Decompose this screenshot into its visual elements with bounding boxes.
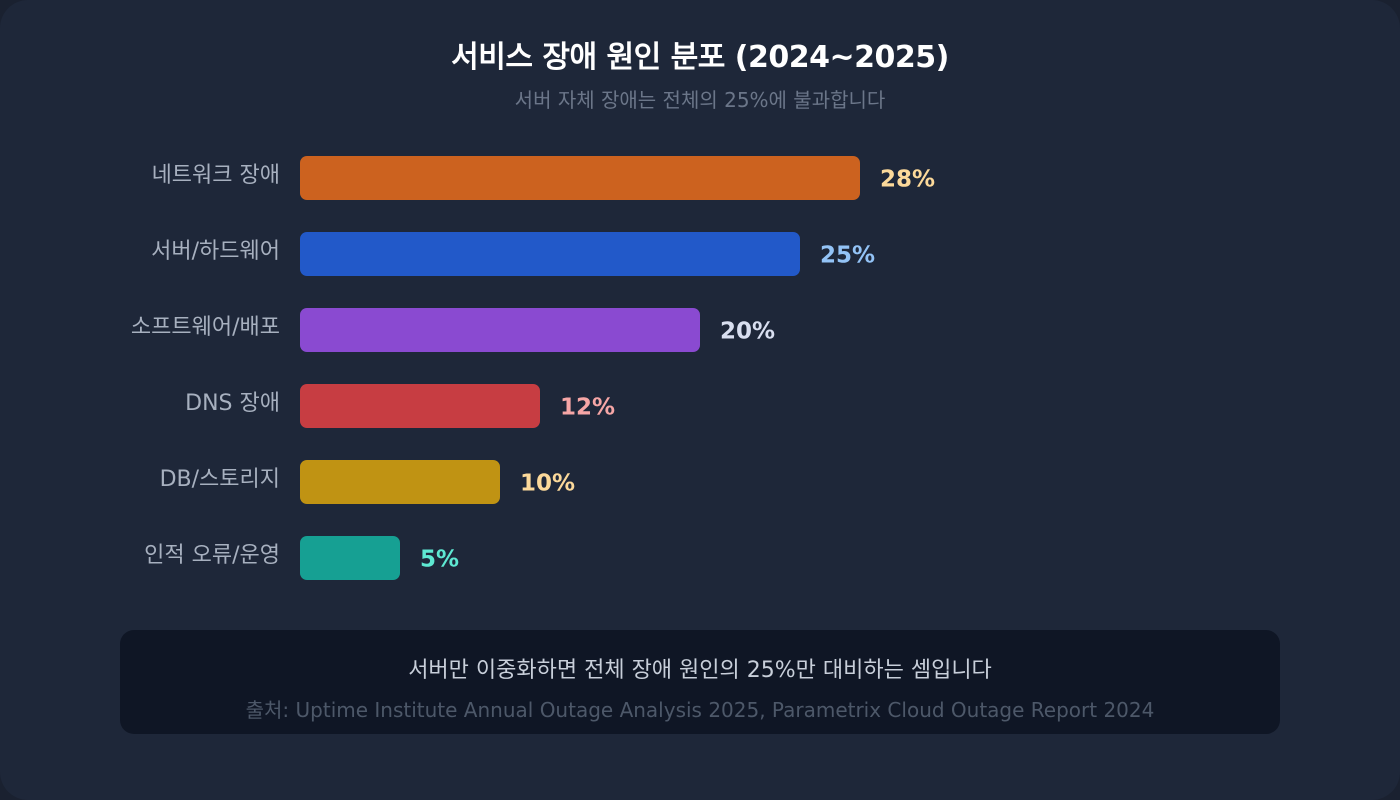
bar bbox=[300, 460, 500, 504]
value-label: 25% bbox=[820, 243, 875, 269]
chart-title: 서비스 장애 원인 분포 (2024~2025) bbox=[451, 40, 949, 75]
bar bbox=[300, 308, 700, 352]
category-label: 서버/하드웨어 bbox=[151, 239, 280, 264]
bar bbox=[300, 232, 800, 276]
value-label: 5% bbox=[420, 547, 459, 573]
note-text: 서버만 이중화하면 전체 장애 원인의 25%만 대비하는 셈입니다 bbox=[408, 658, 992, 683]
bar bbox=[300, 156, 860, 200]
category-label: 네트워크 장애 bbox=[152, 163, 280, 188]
note-box: 서버만 이중화하면 전체 장애 원인의 25%만 대비하는 셈입니다 출처: U… bbox=[120, 630, 1280, 734]
value-label: 20% bbox=[720, 319, 775, 345]
chart-subtitle: 서버 자체 장애는 전체의 25%에 불과합니다 bbox=[514, 88, 886, 112]
category-label: 소프트웨어/배포 bbox=[131, 315, 280, 340]
category-label: 인적 오류/운영 bbox=[144, 543, 280, 568]
bar bbox=[300, 384, 540, 428]
category-label: DB/스토리지 bbox=[160, 467, 280, 492]
source-text: 출처: Uptime Institute Annual Outage Analy… bbox=[245, 698, 1155, 722]
value-label: 12% bbox=[560, 395, 615, 421]
category-label: DNS 장애 bbox=[185, 391, 280, 416]
value-label: 28% bbox=[880, 167, 935, 193]
value-label: 10% bbox=[520, 471, 575, 497]
bar bbox=[300, 536, 400, 580]
